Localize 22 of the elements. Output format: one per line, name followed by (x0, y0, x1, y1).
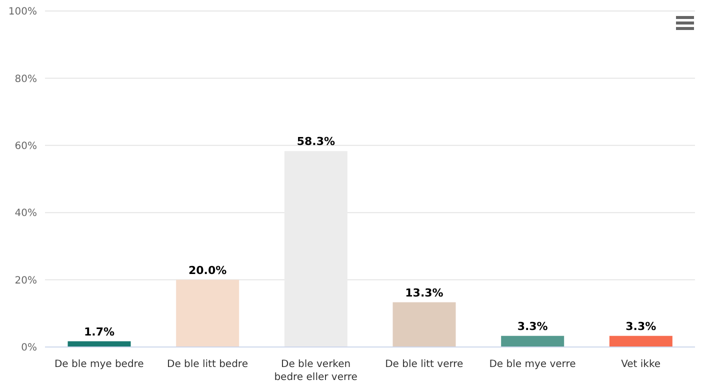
x-tick-label: De ble litt bedre (167, 359, 248, 370)
data-label: 13.3% (405, 286, 444, 300)
bar (176, 280, 240, 347)
y-tick-label: 0% (21, 342, 37, 354)
x-tick-label: Vet ikke (621, 359, 661, 370)
y-tick-label: 80% (14, 74, 37, 85)
bar (609, 336, 672, 347)
y-tick-label: 100% (8, 6, 37, 18)
data-label: 58.3% (296, 135, 336, 148)
x-tick-label: De ble verken bedre eller verre (274, 359, 358, 383)
data-label: 20.0% (188, 264, 227, 277)
y-tick-label: 60% (14, 140, 37, 152)
data-label: 1.7% (84, 325, 115, 338)
data-label: 3.3% (626, 320, 656, 333)
x-tick-label: De ble litt verre (385, 359, 464, 370)
bar (501, 336, 564, 347)
y-tick-label: 40% (14, 208, 37, 220)
x-tick-label: De ble mye verre (489, 359, 576, 370)
bar (392, 302, 456, 347)
x-tick-label: De ble mye bedre (54, 359, 144, 370)
y-tick-label: 20% (14, 275, 37, 286)
data-label: 3.3% (517, 320, 548, 333)
